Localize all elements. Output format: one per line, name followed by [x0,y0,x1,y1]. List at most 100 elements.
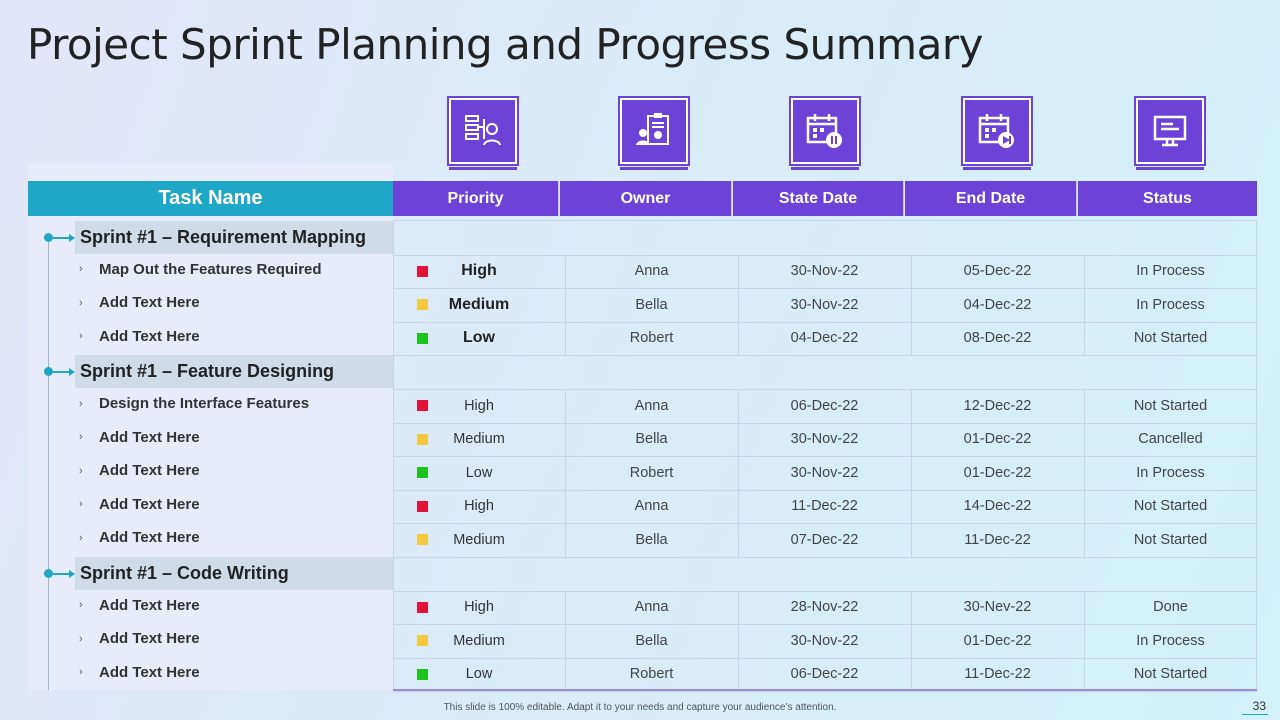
task-item: › Design the Interface Features [79,387,389,420]
column-divider [565,590,566,692]
sprint-header: Sprint #1 – Requirement Mapping [75,221,393,254]
chevron-right-icon: › [79,330,83,343]
page-title: Project Sprint Planning and Progress Sum… [27,20,983,69]
task-name-header: Task Name [28,181,393,216]
column-divider [1084,389,1085,557]
row-divider [393,254,1257,256]
priority-label: Low [465,666,493,683]
priority-cell: High [393,255,565,288]
row-divider [393,523,1257,525]
sprint-header: Sprint #1 – Feature Designing [75,355,393,389]
priority-cell: Medium [393,624,565,657]
priority-cell: High [393,389,565,422]
chevron-right-icon: › [79,599,83,612]
timeline-line [48,238,49,690]
monitor-icon [1134,96,1206,170]
column-divider [1084,254,1085,356]
task-item: › Add Text Here [79,656,389,689]
column-divider [565,389,566,557]
end-date-cell: 05-Dec-22 [963,263,1032,280]
task-item: › Add Text Here [79,521,389,554]
start-date-cell: 30-Nov-22 [790,464,859,481]
priority-medium-marker [417,534,428,546]
owner-cell: Anna [634,397,669,414]
sprint-arrow [53,570,75,578]
clipboard-idea-icon [618,96,690,170]
task-label: Add Text Here [99,663,200,681]
chevron-right-icon: › [79,531,83,544]
owner-cell: Anna [634,599,669,616]
row-divider [393,456,1257,458]
end-date-cell: 30-Nev-22 [963,599,1032,616]
end-date-cell: 01-Dec-22 [963,464,1032,481]
task-label: Add Text Here [99,495,200,513]
owner-cell: Robert [629,464,674,481]
column-divider [1084,590,1085,692]
row-divider [393,422,1257,424]
priority-cell: High [393,591,565,624]
start-date-cell: 07-Dec-22 [790,531,859,548]
owner-cell: Bella [635,431,668,448]
priority-high-marker [417,265,428,277]
task-item: › Add Text Here [79,286,389,319]
priority-label: Low [465,464,493,481]
row-divider [393,691,1257,693]
chevron-right-icon: › [79,632,83,645]
task-item: › Add Text Here [79,421,389,454]
chevron-right-icon: › [79,263,83,276]
priority-cell: Low [393,658,565,691]
row-divider [393,288,1257,290]
sprint-bullet [44,569,53,578]
owner-cell: Bella [635,531,668,548]
priority-cell: Medium [393,523,565,556]
chevron-right-icon: › [79,397,83,410]
row-divider [393,355,1257,357]
priority-low-marker [417,668,428,680]
priority-cell: Low [393,322,565,355]
start-date-cell: 28-Nov-22 [790,599,859,616]
status-cell: In Process [1136,296,1205,313]
priority-medium-marker [417,299,428,311]
priority-cell: Medium [393,288,565,321]
status-cell: Not Started [1133,498,1208,515]
priority-label: Medium [453,431,505,448]
priority-label: Medium [453,632,505,649]
priority-label: Medium [453,531,505,548]
row-divider [393,321,1257,323]
priority-cell: Medium [393,423,565,456]
status-cell: Done [1153,599,1188,616]
end-date-cell: 12-Dec-22 [963,397,1032,414]
owner-cell: Anna [634,263,669,280]
priority-high-marker [417,400,428,411]
row-divider [393,489,1257,491]
start-date-cell: 11-Dec-22 [791,498,858,515]
end-date-header: End Date [905,181,1077,216]
sprint-bullet [44,367,53,377]
status-cell: Not Started [1133,666,1208,683]
task-label: Add Text Here [99,428,200,446]
owner-cell: Anna [634,498,669,515]
column-divider [911,254,912,356]
row-divider [393,590,1257,592]
task-label: Design the Interface Features [99,395,310,412]
column-divider [738,389,739,557]
status-cell: Not Started [1133,531,1208,548]
status-cell: Not Started [1133,397,1208,414]
sprint-arrow [53,234,75,242]
priority-label: High [464,397,494,414]
end-date-cell: 01-Dec-22 [963,431,1032,448]
task-label: Map Out the Features Required [99,260,322,278]
owner-header: Owner [560,181,732,216]
page-number: 33 [1252,699,1266,713]
calendar-pause-icon [789,96,861,170]
chevron-right-icon: › [79,431,83,444]
end-date-cell: 14-Dec-22 [963,498,1032,515]
status-cell: In Process [1136,464,1205,481]
end-date-cell: 04-Dec-22 [963,296,1032,313]
task-label: Add Text Here [99,529,200,547]
end-date-cell: 08-Dec-22 [963,330,1032,347]
status-cell: In Process [1136,632,1205,649]
chevron-right-icon: › [79,666,83,679]
task-label: Add Text Here [99,294,200,312]
priority-low-marker [417,467,428,479]
